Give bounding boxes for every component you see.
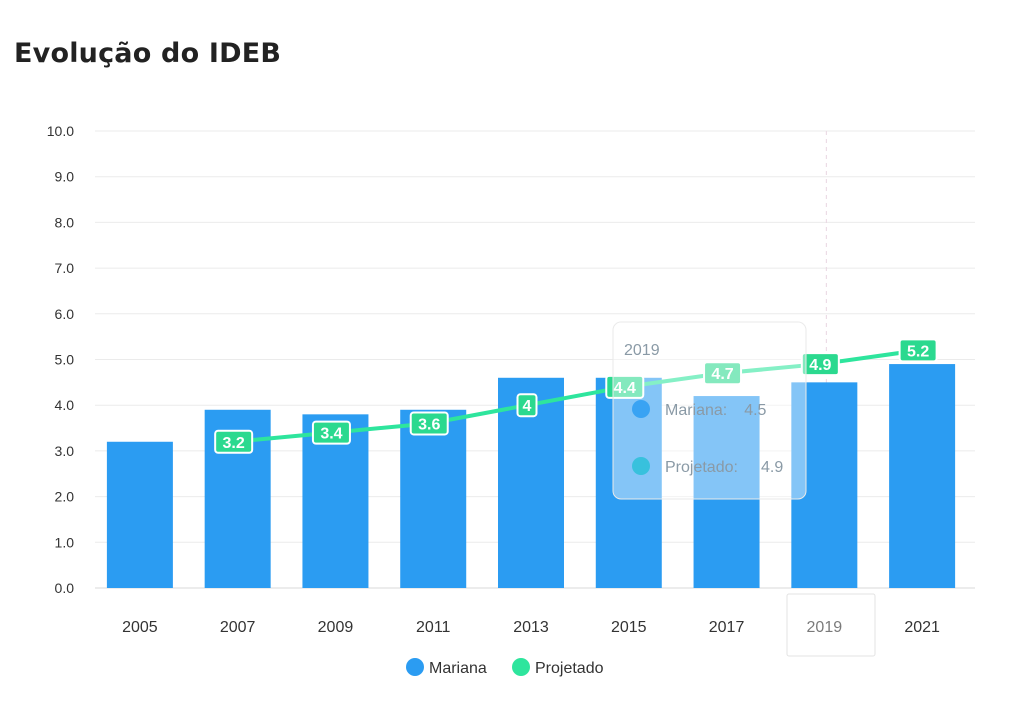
y-tick-label: 10.0 <box>47 123 74 139</box>
y-tick-label: 2.0 <box>55 489 75 505</box>
tooltip-background <box>612 321 807 500</box>
chart-tooltip: 2019 Mariana: 4.5 Projetado: 4.9 <box>612 321 807 500</box>
y-tick-label: 4.0 <box>55 397 75 413</box>
projetado-point-label[interactable] <box>214 429 254 454</box>
page-title: Evolução do IDEB <box>14 38 282 69</box>
y-tick-label: 6.0 <box>55 306 75 322</box>
x-tick-label: 2009 <box>318 619 354 636</box>
x-tick-label: 2015 <box>611 619 647 636</box>
projetado-value-label: 3.2 <box>223 435 245 452</box>
tooltip-row-value: 4.5 <box>744 402 766 419</box>
x-tick-label: 2005 <box>122 619 158 636</box>
projetado-value-label: 4 <box>523 398 532 415</box>
tooltip-marker <box>632 400 650 418</box>
projetado-point-label[interactable] <box>898 338 938 363</box>
y-tick-label: 3.0 <box>55 443 75 459</box>
legend-marker-projetado[interactable] <box>512 658 530 676</box>
x-tick-label: 2019 <box>807 619 843 636</box>
axis-pointer-box <box>786 593 876 657</box>
projetado-point-label[interactable] <box>800 352 840 377</box>
bar-mariana-2021[interactable] <box>889 364 956 588</box>
projetado-point-label[interactable] <box>311 420 351 445</box>
tooltip-row-label: Mariana: <box>665 402 727 419</box>
bar-mariana-2005[interactable] <box>106 441 173 588</box>
y-tick-label: 7.0 <box>55 260 75 276</box>
bar-mariana-2011[interactable] <box>400 409 467 588</box>
projetado-value-label: 3.4 <box>320 426 342 443</box>
x-tick-label: 2017 <box>709 619 745 636</box>
projetado-value-label: 3.6 <box>418 416 440 433</box>
projetado-point-label[interactable] <box>605 374 645 399</box>
projetado-value-label: 4.4 <box>614 380 636 397</box>
x-tick-label: 2013 <box>513 619 549 636</box>
bar-mariana-2015[interactable] <box>595 377 662 588</box>
tooltip-marker <box>632 457 650 475</box>
legend-marker-mariana[interactable] <box>406 658 424 676</box>
projetado-value-label: 4.7 <box>711 366 733 383</box>
y-tick-label: 9.0 <box>55 169 75 185</box>
y-tick-label: 0.0 <box>55 580 75 596</box>
x-tick-label: 2007 <box>220 619 256 636</box>
bar-mariana-2019[interactable] <box>791 382 858 588</box>
y-tick-label: 1.0 <box>55 534 75 550</box>
y-tick-label: 5.0 <box>55 352 75 368</box>
projetado-point-label[interactable] <box>409 411 449 436</box>
x-tick-label: 2011 <box>416 619 451 636</box>
projetado-point-label[interactable] <box>703 361 743 386</box>
tooltip-title: 2019 <box>624 342 660 359</box>
tooltip-row-label: Projetado: <box>665 459 738 476</box>
projetado-point-label[interactable] <box>516 393 538 418</box>
y-tick-label: 8.0 <box>55 214 75 230</box>
tooltip-row-value: 4.9 <box>761 459 783 476</box>
projetado-value-label: 5.2 <box>907 343 929 360</box>
bar-mariana-2017[interactable] <box>693 396 760 588</box>
x-tick-label: 2021 <box>904 619 940 636</box>
legend-item-mariana[interactable]: Mariana <box>429 660 487 677</box>
legend-item-projetado[interactable]: Projetado <box>535 660 604 677</box>
projetado-value-label: 4.9 <box>809 357 831 374</box>
